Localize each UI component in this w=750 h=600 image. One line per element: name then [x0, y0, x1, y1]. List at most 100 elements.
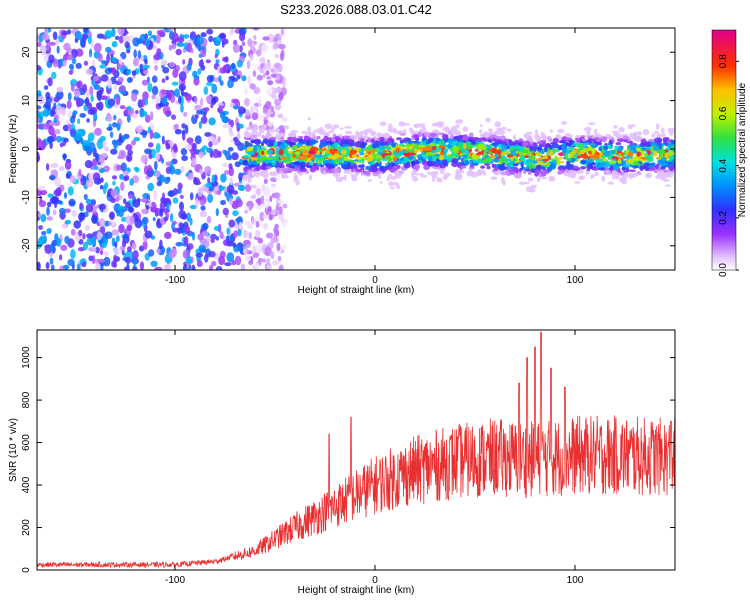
- heatmap-ridge-blob: [396, 184, 401, 190]
- heatmap-blob: [119, 173, 124, 180]
- heatmap-blob: [127, 149, 133, 156]
- heatmap-blob: [125, 201, 131, 209]
- heatmap-ridge-blob: [316, 128, 323, 134]
- heatmap-blob: [236, 74, 241, 80]
- heatmap-blob: [182, 59, 186, 65]
- snr-series-line: [36, 331, 676, 569]
- heatmap-ridge-blob: [343, 156, 350, 161]
- heatmap-blob: [233, 105, 239, 110]
- heatmap-ridge-blob: [561, 147, 567, 154]
- heatmap-blob: [84, 160, 93, 169]
- heatmap-blob: [118, 132, 123, 143]
- heatmap-ridge-blob: [524, 162, 530, 166]
- heatmap-ridge-blob: [242, 174, 249, 178]
- heatmap-blob: [278, 125, 285, 135]
- heatmap-ridge-blob: [328, 130, 335, 134]
- heatmap-blob: [126, 49, 131, 54]
- heatmap-blob: [224, 63, 231, 74]
- heatmap-blob: [254, 244, 263, 255]
- heatmap-blob: [99, 184, 104, 190]
- heatmap-blob: [56, 86, 64, 93]
- heatmap-blob: [250, 194, 257, 199]
- heatmap-blob: [69, 175, 76, 184]
- heatmap-blob: [258, 257, 264, 263]
- heatmap-blob: [97, 258, 106, 264]
- heatmap-ridge-blob: [466, 144, 473, 150]
- heatmap-ridge-blob: [443, 148, 448, 154]
- heatmap-blob: [157, 102, 165, 108]
- heatmap-ridge-blob: [506, 128, 512, 132]
- heatmap-ridge-blob: [300, 164, 305, 170]
- heatmap-blob: [176, 42, 185, 47]
- heatmap-blob: [103, 250, 109, 257]
- heatmap-ridge-blob: [310, 154, 315, 159]
- heatmap-blob: [247, 75, 251, 85]
- heatmap-blob: [281, 117, 288, 122]
- heatmap-blob: [153, 190, 158, 200]
- heatmap-ridge-blob: [250, 164, 256, 168]
- heatmap-blob: [48, 54, 55, 63]
- heatmap-ridge-blob: [477, 159, 482, 164]
- figure-title: S233.2026.088.03.01.C42: [280, 2, 432, 17]
- heatmap-blob: [50, 264, 55, 270]
- heatmap-ridge-blob: [330, 127, 336, 131]
- heatmap-blob: [126, 246, 132, 252]
- heatmap-ridge-blob: [253, 147, 258, 153]
- colorbar-label: Normalized spectral amplitude: [737, 82, 748, 217]
- heatmap-ridge-blob: [335, 176, 344, 182]
- heatmap-ridge-blob: [450, 134, 454, 139]
- heatmap-blob: [99, 250, 104, 256]
- heatmap-blob: [166, 201, 170, 212]
- heatmap-ridge-blob: [332, 124, 340, 129]
- heatmap-blob: [164, 176, 170, 185]
- heatmap-blob: [232, 242, 237, 248]
- heatmap-blob: [231, 152, 239, 161]
- heatmap-ridge-blob: [625, 167, 630, 173]
- heatmap-blob: [277, 255, 282, 262]
- heatmap-blob: [118, 208, 124, 218]
- heatmap-ridge-blob: [411, 140, 420, 144]
- heatmap-blob: [174, 88, 180, 98]
- heatmap-blob: [183, 34, 190, 39]
- heatmap-ridge-blob: [290, 130, 299, 134]
- heatmap-blob: [252, 245, 256, 254]
- heatmap-blob: [251, 112, 259, 121]
- heatmap-blob: [97, 53, 103, 62]
- heatmap-ridge-blob: [379, 121, 387, 127]
- heatmap-ridge-blob: [586, 130, 591, 137]
- heatmap-blob: [152, 217, 156, 222]
- heatmap-blob: [269, 195, 273, 203]
- heatmap-blob: [232, 210, 239, 217]
- heatmap-ridge-blob: [662, 137, 670, 141]
- heatmap-ridge-blob: [436, 121, 445, 125]
- heatmap-blob: [112, 180, 116, 186]
- heatmap-ridge-blob: [670, 140, 675, 145]
- heatmap-blob: [179, 201, 184, 211]
- heatmap-blob: [38, 225, 43, 230]
- heatmap-ridge-blob: [459, 153, 464, 156]
- heatmap-blob: [214, 36, 222, 46]
- heatmap-ridge-blob: [417, 123, 421, 127]
- heatmap-blob: [37, 105, 42, 110]
- heatmap-ridge-blob: [477, 143, 486, 151]
- heatmap-blob: [153, 44, 157, 50]
- heatmap-ridge-blob: [661, 156, 667, 162]
- heatmap-blob: [171, 114, 176, 120]
- heatmap-ridge-blob: [443, 173, 450, 178]
- colorbar: 0.0 0.2 0.4 0.6 0.8 Normalized spectral ampl…: [711, 29, 748, 277]
- heatmap-ridge-blob: [657, 148, 666, 155]
- heatmap-blob: [100, 60, 107, 65]
- heatmap-ridge-blob: [544, 146, 548, 153]
- heatmap-blob: [256, 49, 262, 57]
- heatmap-ridge-blob: [297, 155, 306, 161]
- heatmap-blob: [59, 265, 65, 270]
- heatmap-ridge-blob: [656, 169, 665, 176]
- heatmap-ridge-blob: [395, 147, 401, 153]
- heatmap-ridge-blob: [595, 137, 601, 143]
- heatmap-blob: [267, 80, 274, 86]
- heatmap-ridge-blob: [275, 127, 280, 133]
- heatmap-ridge-blob: [262, 138, 269, 144]
- heatmap-ridge-blob: [407, 140, 413, 144]
- heatmap-blob: [67, 123, 72, 132]
- heatmap-ridge-blob: [359, 151, 365, 156]
